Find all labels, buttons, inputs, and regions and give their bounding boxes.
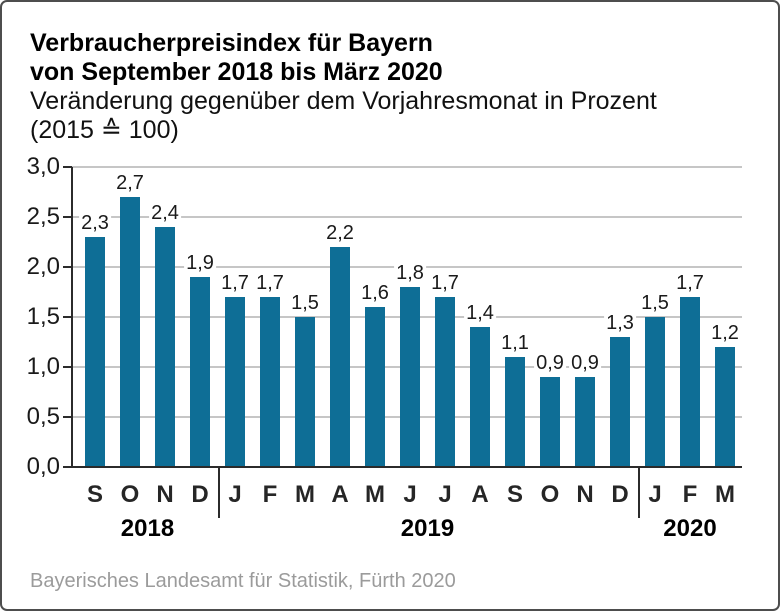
gridline [72,216,742,218]
month-label: M [295,481,315,508]
month-label: D [611,481,629,508]
bar [155,227,175,467]
bar [505,357,525,467]
bar [575,377,595,467]
bar [680,297,700,467]
y-axis-tick [63,266,72,268]
month-label: F [682,481,698,508]
bar-value-label: 1,7 [674,272,706,294]
month-label: M [365,481,385,508]
month-label: N [576,481,594,508]
bar [610,337,630,467]
x-axis-baseline [63,466,742,468]
bar [715,347,735,467]
month-label: J [438,481,452,508]
bar [540,377,560,467]
year-label: 2018 [120,515,175,542]
bar-value-label: 0,9 [534,352,566,374]
gridline [72,166,742,168]
bar [400,287,420,467]
bar-value-label: 1,7 [219,272,251,294]
bar-value-label: 1,4 [464,302,496,324]
bar-value-label: 1,7 [254,272,286,294]
bar-value-label: 1,8 [394,262,426,284]
y-axis-tick [63,166,72,168]
bar-value-label: 1,9 [184,252,216,274]
month-label: O [540,481,560,508]
bar [330,247,350,467]
bar [295,317,315,467]
month-label: J [403,481,417,508]
title-block: Verbraucherpreisindex für Bayern von Sep… [30,29,657,145]
y-axis-label: 1,0 [26,353,60,380]
bar [260,297,280,467]
y-axis-tick [63,316,72,318]
source-note: Bayerisches Landesamt für Statistik, Für… [30,570,456,592]
year-label: 2020 [663,515,717,542]
month-label: O [120,481,140,508]
month-label: J [648,481,662,508]
year-separator [637,468,640,518]
year-separator [217,468,220,518]
bar-value-label: 2,7 [114,172,146,194]
chart-base-year-note: (2015 ≙ 100) [30,116,179,144]
chart-title-line-2: von September 2018 bis März 2020 [30,58,443,86]
month-label: S [506,481,524,508]
bar-value-label: 1,5 [289,292,321,314]
y-axis-line [71,167,73,468]
y-axis-label: 1,5 [26,303,60,330]
month-label: F [262,481,278,508]
bar-value-label: 1,1 [499,332,531,354]
bar-value-label: 0,9 [569,352,601,374]
bar-value-label: 1,3 [604,312,636,334]
month-label: A [331,481,349,508]
y-axis-tick [63,216,72,218]
bar-value-label: 1,7 [429,272,461,294]
bar [85,237,105,467]
bar-value-label: 2,2 [324,222,356,244]
bar-value-label: 1,2 [709,322,741,344]
y-axis-label: 2,5 [26,203,60,230]
bar [365,307,385,467]
bar [120,197,140,467]
month-label: S [86,481,104,508]
month-label: J [228,481,242,508]
bar [470,327,490,467]
chart-subtitle: Veränderung gegenüber dem Vorjahresmonat… [30,87,657,115]
year-label: 2019 [400,515,455,542]
y-axis-label: 0,0 [26,453,60,480]
bar-value-label: 1,5 [639,292,671,314]
month-label: N [156,481,174,508]
bar [225,297,245,467]
bar [645,317,665,467]
y-axis-tick [63,416,72,418]
y-axis-label: 3,0 [26,153,60,180]
y-axis-label: 2,0 [26,253,60,280]
month-label: M [715,481,735,508]
month-label: A [471,481,489,508]
bar-value-label: 2,4 [149,202,181,224]
bar-value-label: 1,6 [359,282,391,304]
month-label: D [191,481,209,508]
bar-value-label: 2,3 [79,212,111,234]
y-axis-label: 0,5 [26,403,60,430]
bar [190,277,210,467]
chart-title-line-1: Verbraucherpreisindex für Bayern [30,29,433,57]
y-axis-tick [63,366,72,368]
bar [435,297,455,467]
